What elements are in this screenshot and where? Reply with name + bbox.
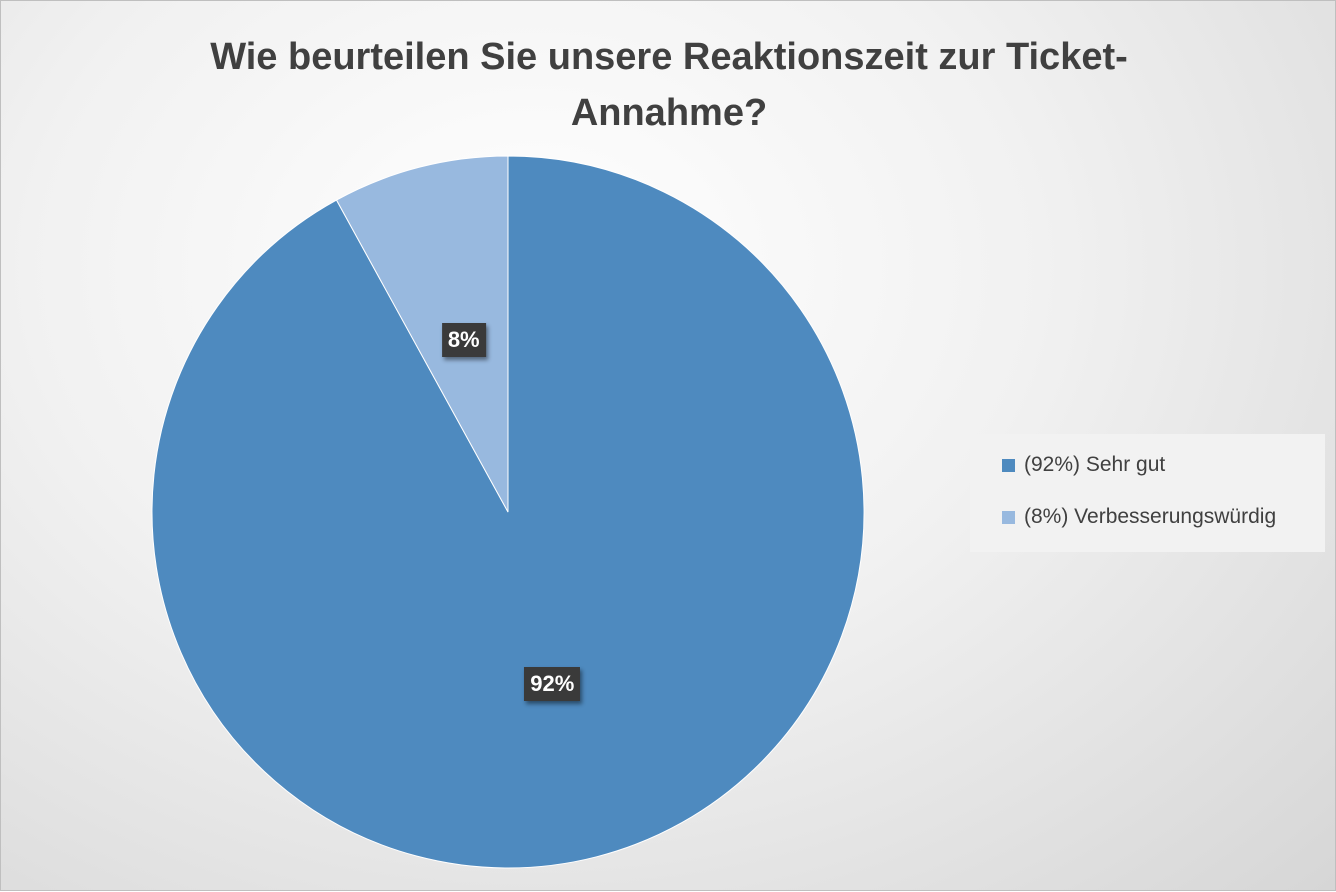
legend-item-2: (8%) Verbesserungswürdig	[1002, 502, 1325, 532]
legend-label: (8%) Verbesserungswürdig	[1024, 505, 1277, 528]
data-label-1: 92%	[524, 667, 581, 702]
legend-item-1: (92%) Sehr gut	[1002, 450, 1325, 480]
chart-title: Wie beurteilen Sie unsere Reaktionszeit …	[210, 36, 1128, 134]
pie-slice-2	[335, 155, 509, 513]
legend-swatch	[1002, 458, 1015, 472]
legend: (92%) Sehr gut (8%) Verbesserungswürdig	[970, 434, 1325, 552]
legend-label: (92%) Sehr gut	[1024, 453, 1166, 476]
legend-swatch	[1002, 510, 1015, 524]
data-label-2: 8%	[441, 322, 486, 357]
